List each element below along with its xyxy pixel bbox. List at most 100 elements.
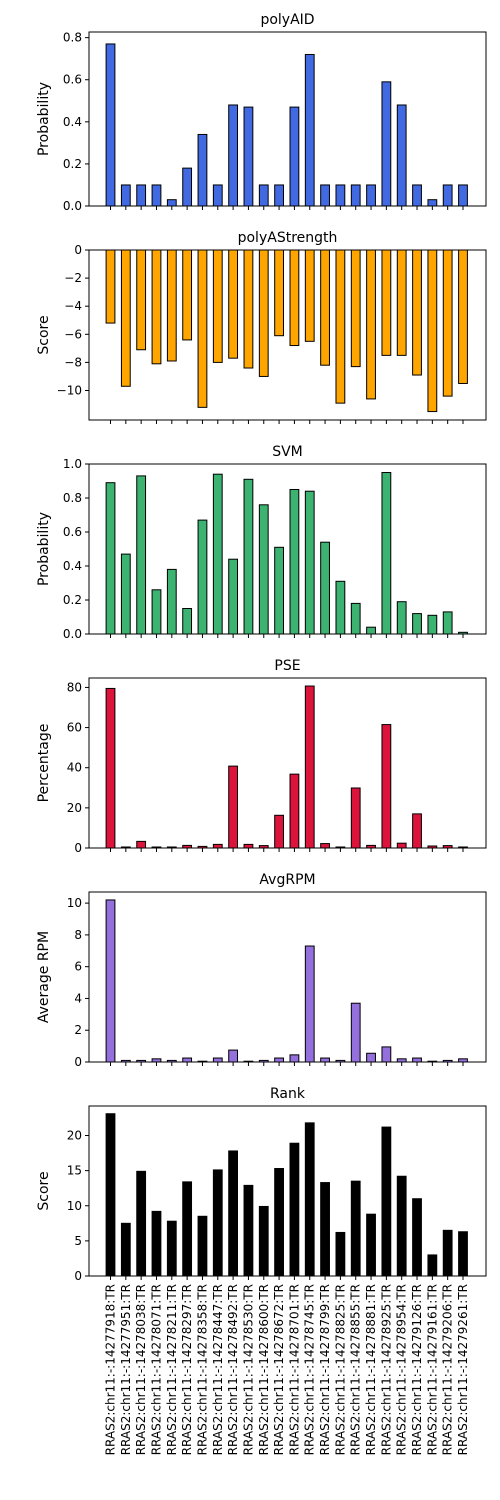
bar (120, 553, 131, 635)
bar (136, 1170, 147, 1277)
y-tick-label: −10 (57, 383, 82, 397)
x-tick-label: RRAS2:chr11:-:14278925:TR (379, 1284, 393, 1455)
bar (335, 249, 346, 404)
x-tick-label: RRAS2:chr11:-:14278358:TR (195, 1284, 209, 1455)
x-tick-label: RRAS2:chr11:-:14277918:TR (104, 1284, 118, 1455)
bar (182, 249, 193, 341)
bar (228, 765, 239, 849)
bar (258, 249, 269, 377)
panel-rank: Rank Score 0 5 10 15 20 (36, 1086, 487, 1283)
bar (228, 104, 239, 207)
bar (274, 1057, 284, 1063)
bar (289, 106, 300, 207)
panel-title: PSE (274, 658, 300, 674)
bar (136, 475, 147, 635)
bar (381, 472, 392, 635)
x-tick-label: RRAS2:chr11:-:14278799:TR (318, 1284, 332, 1455)
panel-title: polyAID (260, 12, 314, 28)
y-tick-label: 5 (74, 1234, 82, 1248)
bar (320, 541, 330, 635)
bar (182, 608, 193, 635)
bar (212, 1057, 223, 1063)
panel-polyaid: polyAID Probability 0.0 0.2 0.4 0.6 0.8 (36, 12, 487, 213)
y-tick-label: 0 (74, 1055, 82, 1069)
y-axis-label: Percentage (36, 724, 52, 803)
bar (458, 249, 468, 384)
bar (120, 184, 131, 207)
x-tick-label: RRAS2:chr11:-:14278211:TR (165, 1284, 179, 1455)
bar (320, 1182, 330, 1277)
bar (396, 104, 407, 207)
y-tick-label: 0.2 (63, 593, 82, 607)
bar (304, 490, 315, 635)
x-tick-label: RRAS2:chr11:-:14278672:TR (272, 1284, 286, 1455)
y-tick-label: 0.2 (63, 157, 82, 171)
bar (320, 843, 330, 849)
bar (258, 1205, 269, 1277)
y-tick-label: 1.0 (63, 457, 82, 471)
bar (197, 133, 208, 207)
bar (304, 685, 315, 849)
bar (427, 249, 438, 413)
axes-frame (88, 463, 487, 635)
x-tick-label: RRAS2:chr11:-:14279261:TR (456, 1284, 470, 1455)
x-tick-label: RRAS2:chr11:-:14278954:TR (395, 1284, 409, 1455)
bar (258, 184, 269, 207)
bar (350, 1002, 361, 1063)
bar (166, 1220, 177, 1277)
x-tick-label: RRAS2:chr11:-:14278297:TR (180, 1284, 194, 1455)
bar (350, 602, 361, 635)
y-tick-label: −6 (64, 327, 82, 341)
bar (442, 1229, 453, 1277)
bar (366, 249, 376, 400)
panel-title: SVM (272, 444, 303, 460)
bar (381, 1126, 392, 1277)
bar (320, 184, 330, 207)
y-tick-label: 10 (67, 896, 82, 910)
bar (243, 478, 254, 635)
y-tick-label: −2 (64, 271, 82, 285)
bar (381, 724, 392, 849)
bar (182, 1181, 193, 1277)
bar (105, 482, 116, 635)
panel-svm: SVM Probability 0.0 0.2 0.4 0.6 0.8 1.0 (36, 444, 487, 641)
bar (151, 589, 162, 635)
bar (396, 601, 407, 635)
bar (274, 249, 284, 337)
bar (458, 1231, 468, 1277)
bar (412, 1057, 422, 1063)
y-tick-label: 0 (74, 841, 82, 855)
panel-pse: PSE Percentage 0 20 40 60 80 (36, 658, 487, 855)
y-axis-label: Score (36, 1171, 52, 1210)
y-tick-label: 8 (74, 928, 82, 942)
bar (228, 249, 239, 359)
y-tick-label: 0.4 (63, 559, 82, 573)
x-tick-label: RRAS2:chr11:-:14279126:TR (410, 1284, 424, 1455)
bar (274, 1168, 284, 1277)
bar (151, 184, 162, 207)
x-tick-label: RRAS2:chr11:-:14278701:TR (287, 1284, 301, 1455)
x-tick-label: RRAS2:chr11:-:14278071:TR (149, 1284, 163, 1455)
bar (197, 519, 208, 635)
bar (258, 504, 269, 635)
panel-avgrpm: AvgRPM Average RPM 0 2 4 6 8 10 (36, 872, 487, 1069)
bar (427, 1254, 438, 1277)
y-tick-label: 15 (67, 1164, 82, 1178)
y-tick-label: 4 (74, 991, 82, 1005)
bar (120, 249, 131, 387)
panel-polyastrength: polyAStrength Score 0 −2 −4 −6 −8 −10 (36, 230, 487, 424)
bar (274, 184, 284, 207)
bar (366, 184, 376, 207)
bar (427, 199, 438, 207)
bar (350, 184, 361, 207)
y-axis-label: Score (36, 315, 52, 354)
bar (243, 249, 254, 369)
bar (212, 184, 223, 207)
bar (136, 249, 147, 351)
bar (274, 546, 284, 635)
x-tick-label: RRAS2:chr11:-:14278530:TR (241, 1284, 255, 1455)
bar (412, 1198, 422, 1277)
bar (136, 184, 147, 207)
bar (274, 814, 284, 849)
y-tick-label: 0 (74, 243, 82, 257)
